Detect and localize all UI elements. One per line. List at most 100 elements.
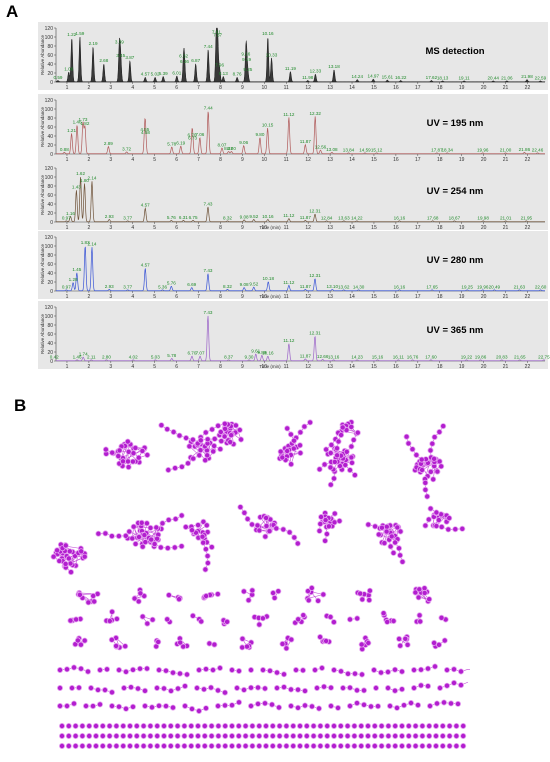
network-node — [346, 467, 353, 474]
network-node — [113, 642, 120, 649]
network-node — [197, 447, 204, 454]
x-tick-label: 12 — [305, 294, 311, 300]
network-node — [344, 722, 351, 729]
network-node — [240, 588, 247, 595]
peak-label: 2.68 — [99, 58, 108, 63]
network-node — [142, 687, 149, 694]
network-node — [317, 732, 324, 739]
network-node — [269, 742, 276, 749]
network-node — [115, 453, 122, 460]
network-node — [398, 686, 405, 693]
x-tick-label: 21 — [503, 225, 509, 231]
network-node — [308, 584, 315, 591]
x-tick-label: 10 — [262, 364, 268, 370]
network-node — [165, 592, 172, 599]
y-tick-label: 20 — [47, 71, 53, 77]
network-node — [318, 664, 325, 671]
peak-label: 0.42 — [50, 354, 59, 359]
network-node — [381, 540, 388, 547]
network-node — [137, 590, 144, 597]
network-node — [208, 732, 215, 739]
network-node — [417, 682, 424, 689]
x-tick-label: 11 — [284, 85, 289, 91]
network-node — [106, 742, 113, 749]
network-node — [182, 524, 189, 531]
peak-label: 9.30 — [244, 354, 253, 359]
network-node — [147, 742, 154, 749]
network-node — [372, 684, 379, 691]
peak-label: 2.80 — [102, 354, 111, 359]
network-node — [413, 452, 420, 459]
peak-label: 4.02 — [129, 354, 138, 359]
network-node — [425, 516, 432, 523]
network-node — [331, 510, 338, 517]
x-tick-label: 22 — [525, 157, 531, 163]
network-node — [178, 543, 185, 550]
network-node — [307, 419, 314, 426]
peak-label: 6.87 — [191, 58, 200, 63]
peak-label: 10.33 — [266, 52, 278, 57]
x-tick-label: 4 — [131, 364, 134, 370]
network-node — [279, 640, 286, 647]
network-node — [109, 702, 116, 709]
network-node — [167, 732, 174, 739]
network-node — [386, 702, 393, 709]
network-node — [167, 742, 174, 749]
network-node — [86, 742, 93, 749]
network-node — [154, 684, 161, 691]
network-node — [394, 524, 401, 531]
network-node — [240, 686, 247, 693]
network-node — [180, 643, 187, 650]
x-tick-label: 1 — [66, 85, 69, 91]
network-node — [384, 684, 391, 691]
network-node — [176, 432, 183, 439]
peak-label: 11.12 — [283, 213, 295, 218]
x-tick-label: 9 — [241, 157, 244, 163]
peak-label: 12.33 — [310, 69, 322, 74]
network-node — [438, 523, 445, 530]
x-tick-label: 1 — [66, 157, 69, 163]
network-node — [392, 742, 399, 749]
network-node — [337, 742, 344, 749]
x-tick-label: 10 — [262, 294, 268, 300]
network-node — [322, 517, 329, 524]
network-node — [348, 423, 355, 430]
peak-label: 9.52 — [249, 214, 258, 219]
network-node — [387, 543, 394, 550]
network-node — [288, 461, 295, 468]
network-node — [450, 679, 457, 686]
network-node — [283, 742, 290, 749]
network-node — [106, 732, 113, 739]
network-node — [99, 732, 106, 739]
network-node — [351, 722, 358, 729]
network-node — [109, 608, 116, 615]
x-tick-label: 16 — [393, 294, 399, 300]
network-node — [249, 742, 256, 749]
y-tick-label: 120 — [45, 305, 54, 311]
network-node — [367, 703, 374, 710]
network-node — [133, 742, 140, 749]
y-tick-label: 100 — [45, 175, 54, 181]
network-node — [275, 704, 282, 711]
x-tick-label: 14 — [349, 364, 355, 370]
y-tick-label: 40 — [47, 271, 53, 277]
network-node — [330, 666, 337, 673]
x-tick-label: 20 — [481, 225, 487, 231]
peak-label: 2.11 — [87, 354, 96, 359]
network-node — [262, 742, 269, 749]
peak-label: 4.55 — [140, 127, 149, 132]
network-node — [325, 523, 332, 530]
network-node — [296, 442, 303, 449]
peak-label: 7.81 — [212, 29, 221, 34]
network-node — [236, 426, 243, 433]
peak-label: 9.19 — [242, 57, 251, 62]
network-node — [331, 458, 338, 465]
peak-label: 21.00 — [500, 147, 512, 152]
network-node — [224, 618, 231, 625]
x-tick-label: 18 — [437, 157, 443, 163]
network-node — [422, 479, 429, 486]
peak-label: 9.89 — [257, 350, 266, 355]
network-node — [57, 666, 63, 673]
network-node — [235, 722, 242, 729]
